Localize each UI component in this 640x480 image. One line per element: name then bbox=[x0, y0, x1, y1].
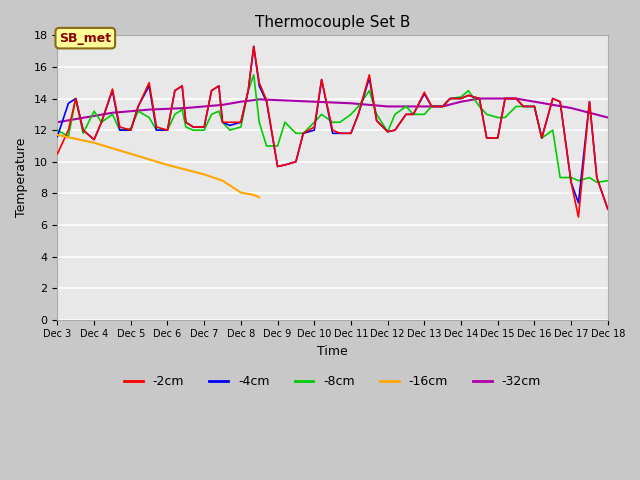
-32cm bbox=[72, 116, 79, 122]
-2cm bbox=[355, 111, 362, 117]
-4cm bbox=[274, 164, 282, 169]
-8cm bbox=[54, 127, 61, 133]
-2cm bbox=[250, 44, 257, 49]
-2cm bbox=[604, 206, 612, 212]
-8cm bbox=[317, 111, 325, 117]
Line: -32cm: -32cm bbox=[58, 98, 608, 122]
-32cm bbox=[567, 105, 575, 111]
-16cm bbox=[164, 162, 172, 168]
-32cm bbox=[127, 108, 134, 114]
-32cm bbox=[476, 96, 483, 101]
Y-axis label: Temperature: Temperature bbox=[15, 138, 28, 217]
-2cm bbox=[274, 164, 282, 169]
-32cm bbox=[237, 99, 244, 105]
-32cm bbox=[54, 120, 61, 125]
-8cm bbox=[402, 104, 410, 109]
-16cm bbox=[200, 171, 208, 177]
-32cm bbox=[310, 99, 318, 105]
-32cm bbox=[145, 107, 153, 112]
-32cm bbox=[549, 102, 557, 108]
-8cm bbox=[127, 126, 134, 132]
-2cm bbox=[575, 214, 582, 220]
-4cm bbox=[127, 127, 134, 133]
X-axis label: Time: Time bbox=[317, 345, 348, 358]
-32cm bbox=[402, 104, 410, 109]
-8cm bbox=[410, 111, 417, 117]
-4cm bbox=[54, 133, 61, 139]
-16cm bbox=[54, 132, 61, 138]
-16cm bbox=[90, 140, 98, 145]
-32cm bbox=[90, 113, 98, 119]
-2cm bbox=[317, 77, 325, 83]
-4cm bbox=[410, 111, 417, 117]
Line: -8cm: -8cm bbox=[58, 75, 608, 182]
-32cm bbox=[329, 100, 337, 106]
Line: -16cm: -16cm bbox=[58, 135, 259, 197]
-4cm bbox=[402, 111, 410, 117]
-2cm bbox=[410, 111, 417, 117]
-32cm bbox=[604, 115, 612, 120]
Line: -2cm: -2cm bbox=[58, 47, 608, 217]
-2cm bbox=[127, 127, 134, 133]
Line: -4cm: -4cm bbox=[58, 47, 608, 209]
-32cm bbox=[182, 105, 189, 111]
-32cm bbox=[384, 104, 392, 109]
-32cm bbox=[274, 97, 282, 103]
-4cm bbox=[355, 111, 362, 117]
-32cm bbox=[494, 96, 502, 101]
-4cm bbox=[317, 77, 325, 83]
Text: SB_met: SB_met bbox=[60, 32, 111, 45]
-8cm bbox=[274, 143, 282, 149]
-4cm bbox=[250, 44, 257, 49]
-4cm bbox=[604, 206, 612, 212]
-16cm bbox=[250, 192, 257, 198]
-32cm bbox=[109, 110, 116, 116]
-32cm bbox=[439, 104, 447, 109]
-32cm bbox=[255, 96, 263, 102]
-32cm bbox=[164, 106, 172, 112]
-8cm bbox=[355, 104, 362, 109]
Title: Thermocouple Set B: Thermocouple Set B bbox=[255, 15, 410, 30]
-32cm bbox=[365, 102, 373, 108]
-2cm bbox=[54, 151, 61, 157]
-32cm bbox=[347, 100, 355, 106]
-32cm bbox=[420, 104, 428, 109]
-8cm bbox=[593, 180, 601, 185]
-32cm bbox=[292, 98, 300, 104]
-32cm bbox=[200, 104, 208, 109]
-8cm bbox=[250, 72, 257, 78]
-32cm bbox=[586, 110, 593, 116]
-32cm bbox=[219, 102, 227, 108]
-32cm bbox=[512, 96, 520, 101]
-8cm bbox=[604, 178, 612, 183]
-16cm bbox=[255, 194, 263, 200]
-32cm bbox=[457, 99, 465, 105]
-2cm bbox=[402, 111, 410, 117]
-32cm bbox=[250, 97, 257, 103]
-16cm bbox=[237, 190, 244, 195]
-16cm bbox=[219, 178, 227, 183]
Legend: -2cm, -4cm, -8cm, -16cm, -32cm: -2cm, -4cm, -8cm, -16cm, -32cm bbox=[119, 370, 546, 393]
-32cm bbox=[531, 99, 538, 105]
-16cm bbox=[127, 151, 134, 157]
